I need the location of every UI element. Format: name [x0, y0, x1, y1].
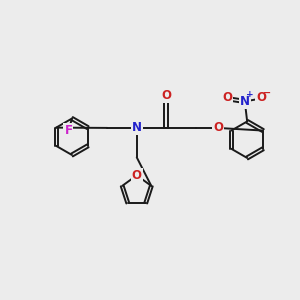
- Text: O: O: [256, 91, 266, 104]
- Text: −: −: [263, 88, 272, 98]
- Text: O: O: [213, 122, 223, 134]
- Text: +: +: [246, 90, 253, 99]
- Text: O: O: [222, 91, 232, 104]
- Text: O: O: [161, 89, 171, 102]
- Text: F: F: [64, 124, 72, 137]
- Text: N: N: [132, 122, 142, 134]
- Text: N: N: [240, 95, 250, 108]
- Text: O: O: [132, 169, 142, 182]
